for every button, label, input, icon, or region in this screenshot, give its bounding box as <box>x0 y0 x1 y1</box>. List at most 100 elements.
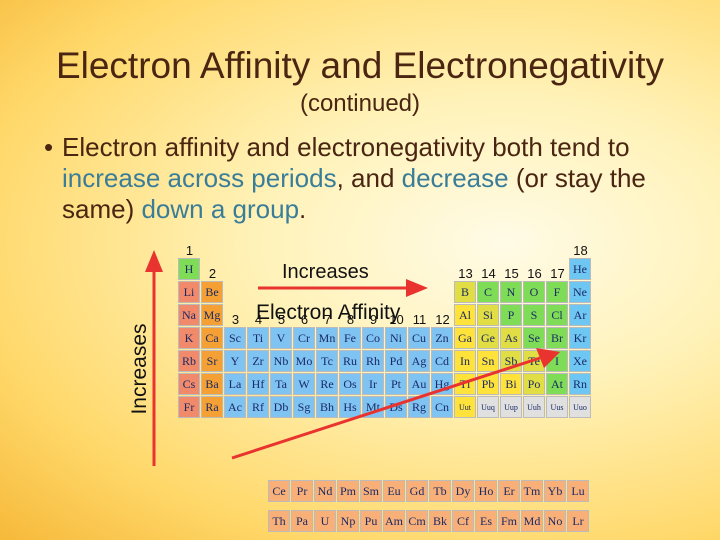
element-uuq: Uuq <box>477 396 499 418</box>
slide-subtitle: (continued) <box>299 90 421 117</box>
bullet-segment: , and <box>336 163 402 193</box>
group-number: 8 <box>346 312 355 327</box>
element-lu: Lu <box>567 480 589 502</box>
element-bh: Bh <box>316 396 338 418</box>
bullet-segment: Electron affinity and electronegativity … <box>62 132 630 162</box>
highlight-text: decrease <box>401 163 509 193</box>
element-ac: Ac <box>224 396 246 418</box>
element-rb: Rb <box>178 350 200 372</box>
element-xe: Xe <box>569 350 591 372</box>
group-number: 14 <box>481 266 496 281</box>
element-ar: Ar <box>569 304 591 326</box>
element-al: Al <box>454 304 476 326</box>
element-mn: Mn <box>316 327 338 349</box>
element-md: Md <box>521 510 543 532</box>
element-hs: Hs <box>339 396 361 418</box>
element-po: Po <box>523 373 545 395</box>
element-bi: Bi <box>500 373 522 395</box>
element-no: No <box>544 510 566 532</box>
element-fr: Fr <box>178 396 200 418</box>
element-fm: Fm <box>498 510 520 532</box>
element-ce: Ce <box>268 480 290 502</box>
element-ne: Ne <box>569 281 591 303</box>
element-cs: Cs <box>178 373 200 395</box>
horizontal-arrow-label: Increases <box>282 261 369 283</box>
element-ca: Ca <box>201 327 223 349</box>
element-sm: Sm <box>360 480 382 502</box>
element-cn: Cn <box>431 396 453 418</box>
element-eu: Eu <box>383 480 405 502</box>
element-ge: Ge <box>477 327 499 349</box>
element-o: O <box>523 281 545 303</box>
element-sn: Sn <box>477 350 499 372</box>
diagonal-arrow-line <box>231 356 541 460</box>
group-number: 6 <box>300 312 309 327</box>
element-yb: Yb <box>544 480 566 502</box>
element-n: N <box>500 281 522 303</box>
group-number: 13 <box>458 266 473 281</box>
group-number: 15 <box>504 266 519 281</box>
element-br: Br <box>546 327 568 349</box>
element-mo: Mo <box>293 350 315 372</box>
element-nb: Nb <box>270 350 292 372</box>
element-na: Na <box>178 304 200 326</box>
element-ti: Ti <box>247 327 269 349</box>
element-uuo: Uuo <box>569 396 591 418</box>
element-in: In <box>454 350 476 372</box>
element-sg: Sg <box>293 396 315 418</box>
element-dy: Dy <box>452 480 474 502</box>
element-be: Be <box>201 281 223 303</box>
element-la: La <box>224 373 246 395</box>
element-cl: Cl <box>546 304 568 326</box>
element-zr: Zr <box>247 350 269 372</box>
element-es: Es <box>475 510 497 532</box>
element-ni: Ni <box>385 327 407 349</box>
element-pr: Pr <box>291 480 313 502</box>
group-number: 11 <box>412 312 427 327</box>
element-re: Re <box>316 373 338 395</box>
element-ho: Ho <box>475 480 497 502</box>
element-gd: Gd <box>406 480 428 502</box>
highlight-text: down a group <box>141 194 300 224</box>
element-ta: Ta <box>270 373 292 395</box>
diagonal-arrow-head <box>536 348 560 368</box>
slide-title: Electron Affinity and Electronegativity <box>55 45 665 86</box>
group-number: 4 <box>254 312 263 327</box>
element-uus: Uus <box>546 396 568 418</box>
group-number: 2 <box>208 266 217 281</box>
element-fe: Fe <box>339 327 361 349</box>
group-number: 10 <box>389 312 404 327</box>
group-number: 12 <box>435 312 450 327</box>
element-pt: Pt <box>385 373 407 395</box>
element-cf: Cf <box>452 510 474 532</box>
element-he: He <box>569 258 591 280</box>
group-number: 16 <box>527 266 542 281</box>
element-ra: Ra <box>201 396 223 418</box>
element-tc: Tc <box>316 350 338 372</box>
element-c: C <box>477 281 499 303</box>
group-number: 3 <box>231 312 240 327</box>
group-number: 1 <box>185 243 194 258</box>
element-w: W <box>293 373 315 395</box>
element-li: Li <box>178 281 200 303</box>
element-as: As <box>500 327 522 349</box>
element-uut: Uut <box>454 396 476 418</box>
element-p: P <box>500 304 522 326</box>
element-h: H <box>178 258 200 280</box>
element-db: Db <box>270 396 292 418</box>
element-au: Au <box>408 373 430 395</box>
element-at: At <box>546 373 568 395</box>
element-pd: Pd <box>385 350 407 372</box>
element-np: Np <box>337 510 359 532</box>
element-s: S <box>523 304 545 326</box>
element-th: Th <box>268 510 290 532</box>
bullet-segment: . <box>299 194 307 224</box>
element-kr: Kr <box>569 327 591 349</box>
element-uup: Uup <box>500 396 522 418</box>
element-sr: Sr <box>201 350 223 372</box>
element-b: B <box>454 281 476 303</box>
element-cu: Cu <box>408 327 430 349</box>
element-os: Os <box>339 373 361 395</box>
element-rn: Rn <box>569 373 591 395</box>
